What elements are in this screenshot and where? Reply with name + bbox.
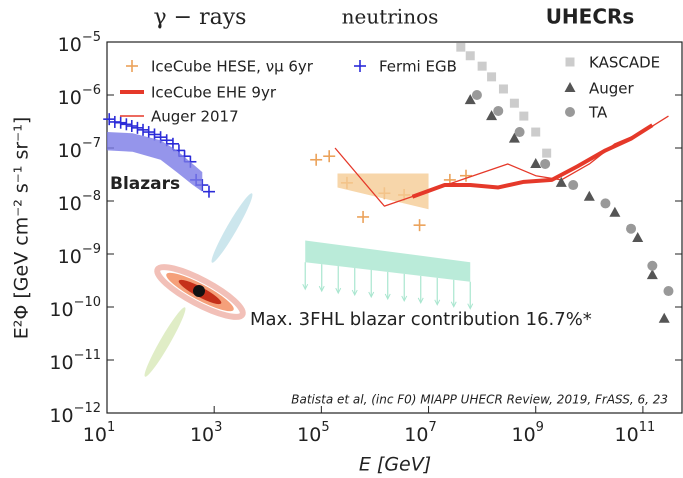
plus-marker [354,60,366,72]
band [305,240,471,282]
x-tick-label: 1011 [615,420,656,446]
limit-arrow-head [351,289,358,297]
x-tick-label: 109 [511,420,543,446]
x-tick-label: 103 [190,420,222,446]
x-tick-label: 107 [404,420,436,446]
square-marker [498,84,508,94]
jet [211,193,253,263]
circle-marker [565,107,575,117]
square-marker [477,61,487,71]
plus-marker [357,210,370,223]
circle-marker [568,180,579,191]
triangle-marker [583,190,595,201]
plus-marker [202,185,215,198]
plot-frame [106,41,683,414]
limit-arrow-head [368,291,375,299]
plus-marker [413,219,426,232]
triangle-marker [486,110,498,121]
triangle-marker [564,82,576,92]
square-marker [542,148,552,158]
circle-marker [493,105,504,116]
plus-marker [460,169,473,182]
limit-arrow-head [467,303,474,310]
circle-marker [600,198,611,209]
jet [144,307,186,377]
triangle-marker [658,312,670,323]
plus-marker [126,60,138,72]
triangle-marker [530,157,542,168]
limit-arrow-head [384,293,391,301]
limit-arrow-head [335,287,342,295]
band-label: Blazars [110,174,180,194]
plus-marker [166,137,179,150]
top-label: neutrinos [342,5,439,29]
x-tick-label: 101 [83,420,115,446]
plus-marker [142,126,155,139]
y-tick-label: 10−6 [58,83,101,109]
plus-marker [103,113,116,126]
limit-arrow-head [302,283,309,291]
square-marker [465,51,475,61]
square-marker [565,57,575,67]
plus-marker [148,128,161,141]
triangle-marker [632,232,644,243]
y-tick-label: 10−8 [58,189,101,215]
square-marker [531,127,541,137]
legend-label: IceCube HESE, νμ 6yr [151,58,314,76]
triangle-marker [508,132,520,143]
disk-outer [154,264,246,320]
legend-label: Auger 2017 [151,108,239,126]
legend-label: IceCube EHE 9yr [151,84,277,102]
square-marker [456,42,466,52]
triangle-marker [646,269,658,280]
line [411,123,654,199]
band [107,132,203,192]
plus-marker [137,123,150,136]
blazar-illustration [144,193,253,377]
limit-arrow-head [450,301,457,308]
circle-marker [663,286,674,297]
circle-marker [647,260,658,271]
square-marker [509,98,519,108]
y-tick-label: 10−12 [49,401,101,427]
square-marker [519,111,529,121]
limit-arrow-head [417,297,424,304]
limit-arrow-head [401,295,408,303]
band-label: Max. 3FHL blazar contribution 16.7%* [250,309,592,330]
band [337,173,429,210]
square-marker [487,72,497,82]
circle-marker [540,158,551,169]
y-tick-label: 10−11 [49,348,101,374]
y-tick-label: 10−9 [58,242,101,268]
black-hole [193,285,205,297]
legend-label: Fermi EGB [379,58,457,76]
x-tick-label: 105 [297,420,329,446]
limit-arrow-head [318,285,325,293]
circle-marker [626,223,637,234]
legend-label: TA [588,104,608,122]
plus-marker [310,153,323,166]
y-axis-label: E²Φ [GeV cm⁻² s⁻¹ sr⁻¹] [11,117,33,339]
legend-label: KASCADE [589,54,660,72]
plus-marker [120,118,133,131]
top-label: UHECRs [546,5,635,29]
y-tick-label: 10−5 [58,30,101,56]
circle-marker [514,127,525,138]
triangle-marker [464,94,476,105]
legend-label: Auger [589,80,635,98]
top-label: γ − rays [154,5,247,30]
triangle-marker [555,176,567,187]
x-axis-label: E [GeV] [359,454,431,476]
plus-marker [114,116,127,129]
limit-arrow-head [434,299,441,306]
citation: Batista et al, (inc F0) MIAPP UHECR Revi… [291,393,668,407]
triangle-marker [609,206,621,217]
y-tick-label: 10−10 [49,295,101,321]
y-tick-label: 10−7 [58,136,101,162]
plus-marker [125,120,138,133]
plus-marker [131,121,144,134]
circle-marker [471,90,482,100]
plus-marker [323,150,336,163]
